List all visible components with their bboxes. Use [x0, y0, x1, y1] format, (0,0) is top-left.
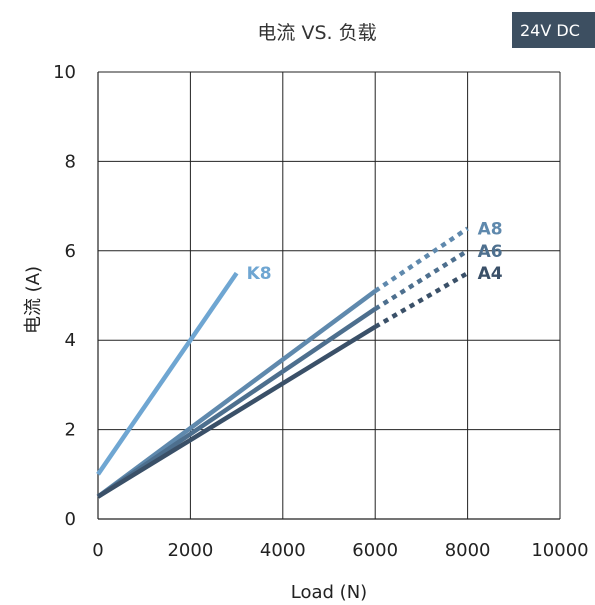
y-tick-label: 6 — [65, 241, 76, 262]
y-axis-title: 电流 (A) — [23, 266, 44, 334]
y-tick-label: 10 — [53, 62, 76, 83]
series-a6-solid-line — [96, 307, 377, 499]
series-k8-solid-line — [96, 271, 239, 476]
series-label-k8: K8 — [247, 264, 272, 284]
series-a4-solid-line — [96, 324, 377, 499]
series-a4: A4 — [96, 264, 503, 499]
x-tick-label: 4000 — [260, 540, 306, 561]
series-label-a6: A6 — [478, 242, 503, 262]
chart-title: 电流 VS. 负载 — [257, 22, 376, 44]
series-label-a8: A8 — [478, 219, 503, 239]
voltage-badge: 24V DC — [512, 12, 595, 48]
x-tick-label: 8000 — [445, 540, 491, 561]
voltage-badge-label: 24V DC — [520, 21, 580, 40]
y-tick-label: 0 — [65, 509, 76, 530]
axes — [97, 72, 560, 520]
x-axis-title: Load (N) — [291, 582, 367, 603]
series-k8: K8 — [96, 264, 272, 476]
x-tick-label: 0 — [92, 540, 103, 561]
series-a8-dashed-line — [373, 226, 469, 293]
series-label-a4: A4 — [478, 264, 503, 284]
x-tick-label: 6000 — [352, 540, 398, 561]
y-tick-label: 8 — [65, 151, 76, 172]
series-a6: A6 — [96, 242, 503, 499]
grid — [98, 71, 561, 519]
voltage-badge-background — [512, 12, 595, 48]
series-a8: A8 — [96, 219, 503, 499]
x-tick-label: 2000 — [167, 540, 213, 561]
x-tick-label: 10000 — [531, 540, 588, 561]
y-tick-label: 2 — [65, 420, 76, 441]
tick-labels: 0 2000 4000 6000 8000 10000 0 2 4 6 8 10 — [53, 62, 589, 561]
series-a4-dashed-line — [374, 271, 469, 329]
series-a8-solid-line — [96, 289, 377, 499]
series-a6-dashed-line — [374, 248, 469, 311]
y-tick-label: 4 — [65, 330, 76, 351]
